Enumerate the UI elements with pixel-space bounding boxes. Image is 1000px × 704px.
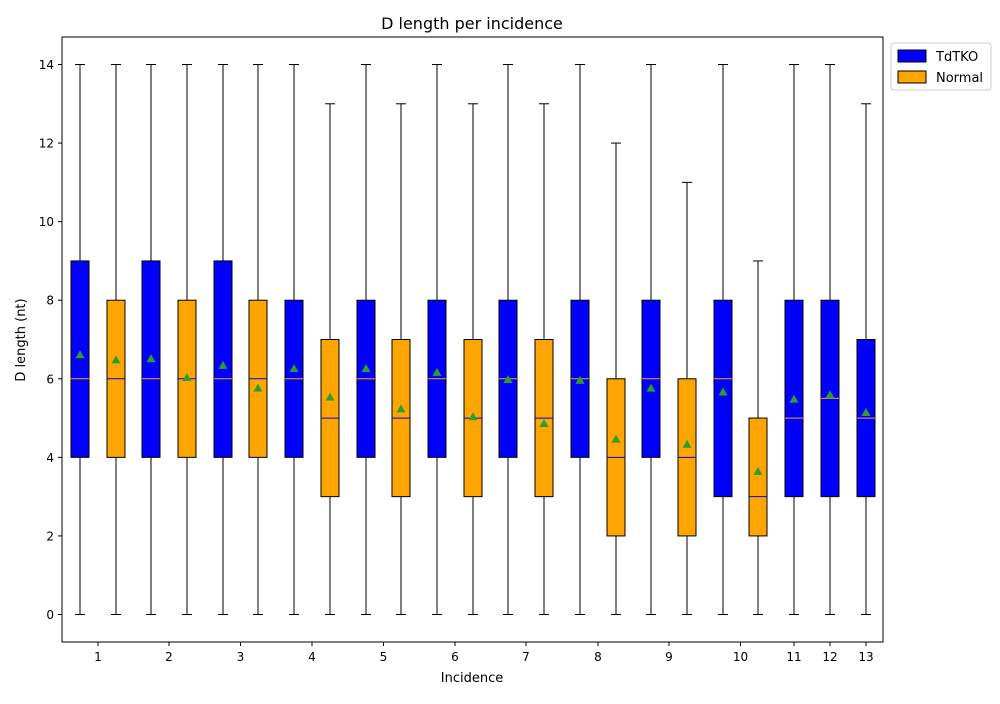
box-tdtko-8	[570, 64, 590, 615]
mean-marker	[361, 363, 371, 372]
mean-marker	[432, 367, 442, 376]
mean-marker	[753, 466, 763, 475]
x-tick-label: 6	[451, 650, 459, 664]
x-axis-label: Incidence	[441, 671, 503, 686]
x-tick-label: 8	[594, 650, 602, 664]
axes-frame	[61, 36, 884, 643]
y-tick-label: 0	[46, 608, 54, 622]
box-normal-8	[606, 142, 626, 615]
box-body	[213, 260, 233, 458]
box-normal-3	[248, 64, 268, 615]
x-tick-label: 11	[786, 650, 801, 664]
mean-marker	[718, 387, 728, 396]
y-tick-label: 10	[39, 215, 54, 229]
x-tick-label: 4	[308, 650, 316, 664]
mean-marker	[611, 434, 621, 443]
box-body	[70, 260, 90, 458]
legend-swatch-normal	[897, 70, 927, 84]
y-tick-label: 6	[46, 372, 54, 386]
x-tick-label: 9	[665, 650, 673, 664]
mean-marker	[325, 392, 335, 401]
mean-marker	[575, 375, 585, 384]
mean-marker	[539, 418, 549, 427]
y-tick-label: 8	[46, 294, 54, 308]
mean-marker	[218, 360, 228, 369]
y-tick-label: 2	[46, 529, 54, 543]
box-normal-5	[391, 103, 411, 615]
legend-label-normal: Normal	[936, 71, 983, 86]
y-tick-label: 12	[39, 137, 54, 151]
box-normal-10	[748, 260, 768, 615]
box-tdtko-5	[356, 64, 376, 615]
box-tdtko-10	[713, 64, 733, 615]
mean-marker	[289, 363, 299, 372]
mean-marker	[253, 383, 263, 392]
x-tick-label: 3	[237, 650, 245, 664]
mean-marker	[111, 355, 121, 364]
x-tick-label: 1	[94, 650, 102, 664]
mean-marker	[468, 412, 478, 421]
mean-marker	[825, 390, 835, 399]
box-tdtko-4	[284, 64, 304, 615]
x-tick-label: 5	[380, 650, 388, 664]
box-tdtko-3	[213, 64, 233, 615]
mean-marker	[789, 394, 799, 403]
x-tick-label: 7	[522, 650, 530, 664]
chart-title: D length per incidence	[381, 14, 563, 33]
box-normal-1	[106, 64, 126, 615]
box-tdtko-12	[820, 64, 840, 615]
x-tick-label: 10	[733, 650, 748, 664]
x-tick-label: 13	[858, 650, 873, 664]
box-tdtko-9	[641, 64, 661, 615]
box-tdtko-13	[856, 103, 876, 615]
box-normal-4	[320, 103, 340, 615]
mean-marker	[396, 404, 406, 413]
mean-marker	[646, 383, 656, 392]
box-tdtko-2	[141, 64, 161, 615]
legend-label-tdtko: TdTKO	[935, 50, 978, 65]
x-tick-label: 12	[822, 650, 837, 664]
y-tick-label: 14	[39, 58, 54, 72]
box-normal-9	[677, 181, 697, 615]
box-tdtko-6	[427, 64, 447, 615]
box-tdtko-7	[498, 64, 518, 615]
box-normal-6	[463, 103, 483, 615]
y-axis-label: D length (nt)	[14, 298, 29, 381]
mean-marker	[682, 439, 692, 448]
box-tdtko-1	[70, 64, 90, 615]
x-tick-label: 2	[165, 650, 173, 664]
mean-marker	[75, 350, 85, 359]
box-body	[748, 417, 768, 537]
mean-marker	[861, 407, 871, 416]
legend-swatch-tdtko	[897, 49, 927, 63]
mean-marker	[146, 354, 156, 363]
box-body	[713, 299, 733, 498]
legend: TdTKO Normal	[890, 42, 992, 91]
y-tick-label: 4	[46, 451, 54, 465]
box-tdtko-11	[784, 64, 804, 615]
box-normal-7	[534, 103, 554, 615]
box-normal-2	[177, 64, 197, 615]
mean-marker	[182, 373, 192, 381]
mean-marker	[503, 374, 513, 383]
